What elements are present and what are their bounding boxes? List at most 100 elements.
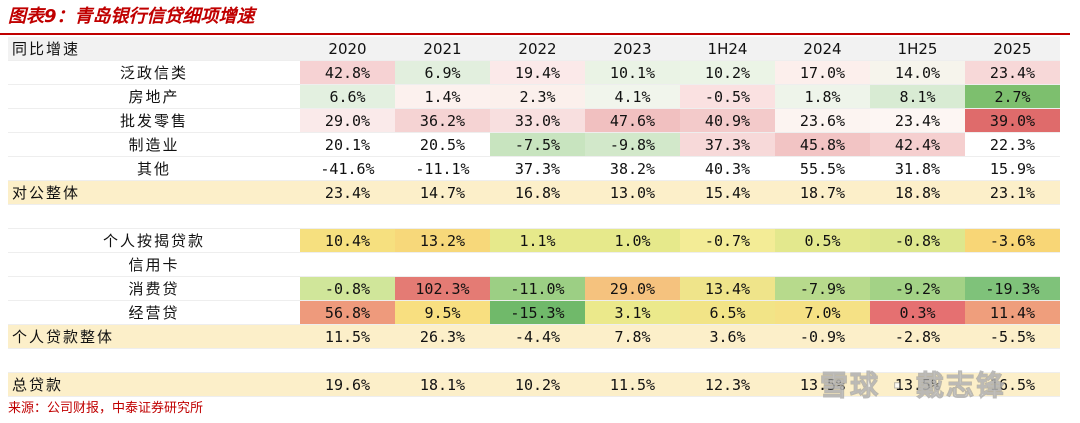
- value-cell: 26.3%: [395, 324, 490, 349]
- column-header: 2024: [775, 37, 870, 61]
- total-row: 总贷款 19.6% 18.1% 10.2% 11.5% 12.3% 13.5% 13.5% 16…: [8, 372, 1060, 397]
- value-cell: 23.4%: [965, 60, 1060, 85]
- spacer-row: [8, 204, 1060, 229]
- value-cell: -0.8%: [870, 228, 965, 253]
- empty-cell: [775, 348, 870, 373]
- value-cell: 11.5%: [300, 324, 395, 349]
- corner-header: 同比增速: [8, 37, 300, 61]
- value-cell: 17.0%: [775, 60, 870, 85]
- value-cell: 13.2%: [395, 228, 490, 253]
- value-cell: 22.3%: [965, 132, 1060, 157]
- value-cell: -11.1%: [395, 156, 490, 181]
- value-cell: 18.1%: [395, 372, 490, 397]
- value-cell: -3.6%: [965, 228, 1060, 253]
- column-header: 2020: [300, 37, 395, 61]
- value-cell: [585, 252, 680, 277]
- value-cell: 14.7%: [395, 180, 490, 205]
- total-row: 对公整体 23.4% 14.7% 16.8% 13.0% 15.4% 18.7% 18.8% 2…: [8, 180, 1060, 205]
- value-cell: -11.0%: [490, 276, 585, 301]
- value-cell: 15.4%: [680, 180, 775, 205]
- row-label: 房地产: [8, 84, 300, 109]
- value-cell: 19.6%: [300, 372, 395, 397]
- value-cell: 39.0%: [965, 108, 1060, 133]
- value-cell: -7.9%: [775, 276, 870, 301]
- value-cell: 23.4%: [300, 180, 395, 205]
- item-row: 房地产 6.6% 1.4% 2.3% 4.1% -0.5% 1.8% 8.1% 2.7%: [8, 84, 1060, 109]
- value-cell: 1.0%: [585, 228, 680, 253]
- empty-cell: [8, 204, 300, 229]
- value-cell: 36.2%: [395, 108, 490, 133]
- column-header: 2023: [585, 37, 680, 61]
- value-cell: 37.3%: [490, 156, 585, 181]
- value-cell: 2.3%: [490, 84, 585, 109]
- value-cell: [490, 252, 585, 277]
- empty-cell: [300, 348, 395, 373]
- value-cell: 19.4%: [490, 60, 585, 85]
- value-cell: 9.5%: [395, 300, 490, 325]
- value-cell: 1.8%: [775, 84, 870, 109]
- row-label: 经营贷: [8, 300, 300, 325]
- title: 图表9：青岛银行信贷细项增速: [8, 6, 255, 27]
- value-cell: 29.0%: [300, 108, 395, 133]
- value-cell: 8.1%: [870, 84, 965, 109]
- value-cell: 13.5%: [870, 372, 965, 397]
- value-cell: 42.4%: [870, 132, 965, 157]
- value-cell: [395, 252, 490, 277]
- watermark: 雪球 · 戴志锋: [819, 369, 1007, 403]
- header-row: 同比增速 2020 2021 2022 2023 1H24 2024 1H25 2025: [8, 37, 1060, 61]
- value-cell: 2.7%: [965, 84, 1060, 109]
- empty-cell: [870, 348, 965, 373]
- value-cell: 16.8%: [490, 180, 585, 205]
- empty-cell: [585, 348, 680, 373]
- growth-table: 同比增速 2020 2021 2022 2023 1H24 2024 1H25 2025 泛政信类…: [8, 37, 1060, 397]
- value-cell: -15.3%: [490, 300, 585, 325]
- value-cell: 10.1%: [585, 60, 680, 85]
- value-cell: -7.5%: [490, 132, 585, 157]
- empty-cell: [680, 348, 775, 373]
- value-cell: 16.5%: [965, 372, 1060, 397]
- empty-cell: [395, 348, 490, 373]
- value-cell: 42.8%: [300, 60, 395, 85]
- empty-cell: [870, 204, 965, 229]
- value-cell: 11.4%: [965, 300, 1060, 325]
- value-cell: 7.8%: [585, 324, 680, 349]
- value-cell: 13.0%: [585, 180, 680, 205]
- value-cell: -5.5%: [965, 324, 1060, 349]
- value-cell: -2.8%: [870, 324, 965, 349]
- item-row: 批发零售 29.0% 36.2% 33.0% 47.6% 40.9% 23.6% 23.4% 3…: [8, 108, 1060, 133]
- row-label: 对公整体: [8, 180, 300, 205]
- item-row: 其他 -41.6% -11.1% 37.3% 38.2% 40.3% 55.5% 31.8% 1…: [8, 156, 1060, 181]
- value-cell: [680, 252, 775, 277]
- value-cell: 23.6%: [775, 108, 870, 133]
- empty-cell: [585, 204, 680, 229]
- value-cell: [870, 252, 965, 277]
- value-cell: 56.8%: [300, 300, 395, 325]
- value-cell: 11.5%: [585, 372, 680, 397]
- value-cell: 33.0%: [490, 108, 585, 133]
- value-cell: 37.3%: [680, 132, 775, 157]
- row-label: 个人按揭贷款: [8, 228, 300, 253]
- value-cell: -0.7%: [680, 228, 775, 253]
- value-cell: 10.4%: [300, 228, 395, 253]
- value-cell: 47.6%: [585, 108, 680, 133]
- item-row: 消费贷 -0.8% 102.3% -11.0% 29.0% 13.4% -7.9% -9.2%…: [8, 276, 1060, 301]
- value-cell: 3.6%: [680, 324, 775, 349]
- value-cell: 1.4%: [395, 84, 490, 109]
- value-cell: [300, 252, 395, 277]
- value-cell: 55.5%: [775, 156, 870, 181]
- title-rule: [0, 33, 1070, 35]
- value-cell: 14.0%: [870, 60, 965, 85]
- value-cell: 0.3%: [870, 300, 965, 325]
- value-cell: 12.3%: [680, 372, 775, 397]
- value-cell: 40.3%: [680, 156, 775, 181]
- column-header: 1H25: [870, 37, 965, 61]
- value-cell: 40.9%: [680, 108, 775, 133]
- row-label: 消费贷: [8, 276, 300, 301]
- value-cell: 29.0%: [585, 276, 680, 301]
- empty-cell: [680, 204, 775, 229]
- value-cell: -4.4%: [490, 324, 585, 349]
- empty-cell: [300, 204, 395, 229]
- empty-cell: [490, 348, 585, 373]
- value-cell: 38.2%: [585, 156, 680, 181]
